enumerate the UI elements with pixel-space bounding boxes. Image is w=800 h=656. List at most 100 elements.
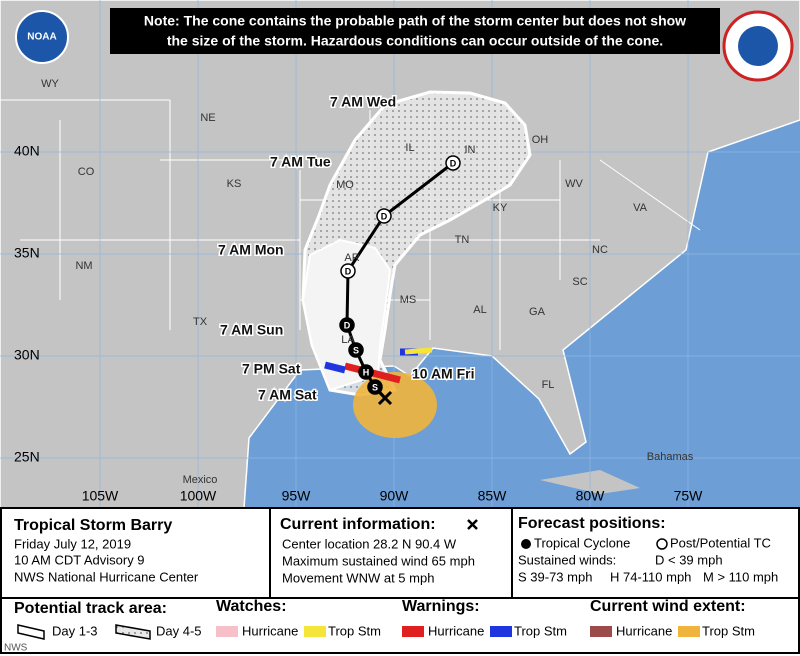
swatch bbox=[490, 626, 512, 637]
state-label: NM bbox=[75, 260, 92, 272]
point-letter: D bbox=[450, 158, 457, 168]
state-label: AL bbox=[473, 304, 486, 316]
longitude-label: 80W bbox=[576, 488, 606, 504]
post-tc: Post/Potential TC bbox=[670, 535, 771, 550]
note-box bbox=[110, 8, 720, 54]
swatch bbox=[590, 626, 612, 637]
forecast-point bbox=[340, 263, 356, 279]
hurricane-key: Hurricane bbox=[428, 623, 484, 638]
state-label: LA bbox=[341, 334, 355, 346]
agency: NWS National Hurricane Center bbox=[14, 569, 199, 584]
track-label: 10 AM Fri bbox=[412, 366, 475, 382]
state-label: IN bbox=[465, 144, 476, 156]
current-title: Current information: bbox=[280, 516, 436, 533]
state-label: MS bbox=[400, 294, 417, 306]
state-label: MO bbox=[336, 179, 354, 191]
point-letter: D bbox=[344, 320, 351, 330]
place-label: Mexico bbox=[183, 474, 218, 486]
state-label: WY bbox=[41, 78, 59, 90]
tropical-storm-watch bbox=[404, 347, 433, 355]
state-label: KY bbox=[493, 202, 508, 214]
forecast-point bbox=[367, 379, 383, 395]
longitude-label: 85W bbox=[478, 488, 508, 504]
state-label: KS bbox=[227, 178, 242, 190]
day45-icon bbox=[115, 624, 151, 640]
trop-stm-key: Trop Stm bbox=[328, 623, 381, 638]
state-label: IL bbox=[405, 142, 414, 154]
watches-title: Watches: bbox=[216, 598, 287, 615]
tropical-cyclone: Tropical Cyclone bbox=[534, 535, 630, 550]
track-label: 7 AM Sat bbox=[258, 387, 317, 403]
note: Note: The cone contains the probable pat… bbox=[144, 13, 686, 29]
tc-icon bbox=[521, 539, 531, 549]
point-letter: H bbox=[363, 367, 370, 377]
note: the size of the storm. Hazardous conditi… bbox=[167, 33, 663, 49]
logo-text: NOAA bbox=[27, 32, 56, 43]
day13-icon bbox=[17, 624, 45, 640]
point-letter: D bbox=[381, 211, 388, 221]
trop-stm-key: Trop Stm bbox=[514, 623, 567, 638]
state-label: TN bbox=[455, 234, 470, 246]
state-label: WV bbox=[565, 178, 583, 190]
forecast-point bbox=[348, 342, 364, 358]
forecast-point bbox=[376, 208, 392, 224]
track-area-title: Potential track area: bbox=[14, 600, 167, 617]
storm-date: Friday July 12, 2019 bbox=[14, 536, 131, 551]
warnings-title: Warnings: bbox=[402, 598, 480, 615]
latitude-label: 35N bbox=[14, 245, 40, 261]
point-letter: S bbox=[372, 382, 378, 392]
wind-m: M > 110 mph bbox=[703, 569, 778, 584]
track-label: 7 AM Tue bbox=[270, 154, 331, 170]
x-icon bbox=[467, 519, 478, 530]
track-label: 7 AM Mon bbox=[218, 242, 284, 258]
state-label: NE bbox=[200, 112, 215, 124]
place-label: Bahamas bbox=[647, 451, 694, 463]
track-label: 7 PM Sat bbox=[242, 361, 301, 377]
longitude-label: 90W bbox=[380, 488, 410, 504]
swatch bbox=[402, 626, 424, 637]
swatch bbox=[216, 626, 238, 637]
current-wind: Maximum sustained wind 65 mph bbox=[282, 553, 475, 568]
advisory: 10 AM CDT Advisory 9 bbox=[14, 552, 145, 567]
day45: Day 4-5 bbox=[156, 623, 202, 638]
forecast-point bbox=[445, 155, 461, 171]
swatch bbox=[304, 626, 326, 637]
longitude-label: 75W bbox=[674, 488, 704, 504]
current-location: Center location 28.2 N 90.4 W bbox=[282, 536, 457, 551]
current-movement: Movement WNW at 5 mph bbox=[282, 570, 434, 585]
longitude-label: 100W bbox=[180, 488, 217, 504]
wind-d: D < 39 mph bbox=[655, 552, 723, 567]
wind_extent-title: Current wind extent: bbox=[590, 598, 746, 615]
swatch bbox=[678, 626, 700, 637]
hurricane-key: Hurricane bbox=[616, 623, 672, 638]
hurricane-key: Hurricane bbox=[242, 623, 298, 638]
forecast-title: Forecast positions: bbox=[518, 515, 666, 532]
watermark: NWS bbox=[4, 643, 28, 654]
longitude-label: 105W bbox=[82, 488, 119, 504]
storm-name: Tropical Storm Barry bbox=[14, 517, 172, 534]
forecast-point bbox=[358, 364, 374, 380]
current-position bbox=[377, 390, 393, 406]
latitude-label: 30N bbox=[14, 347, 40, 363]
wind-h: H 74-110 mph bbox=[610, 569, 691, 584]
nws-logo-inner bbox=[738, 26, 778, 66]
state-label: CO bbox=[78, 166, 95, 178]
sustained-winds: Sustained winds: bbox=[518, 552, 616, 567]
state-label: VA bbox=[633, 202, 648, 214]
state-label: GA bbox=[529, 306, 546, 318]
latitude-label: 40N bbox=[14, 143, 40, 159]
point-letter: S bbox=[353, 345, 359, 355]
legend-dividers bbox=[1, 508, 799, 599]
state-label: NC bbox=[592, 244, 608, 256]
track-label: 7 AM Wed bbox=[330, 94, 396, 110]
state-label: SC bbox=[572, 276, 587, 288]
ptc-icon bbox=[656, 538, 668, 550]
state-label: AR bbox=[344, 252, 359, 264]
point-letter: D bbox=[345, 266, 352, 276]
forecast-point bbox=[339, 317, 355, 333]
longitude-label: 95W bbox=[282, 488, 312, 504]
state-label: TX bbox=[193, 316, 208, 328]
trop-stm-key: Trop Stm bbox=[702, 623, 755, 638]
noaa-logo bbox=[15, 10, 69, 64]
